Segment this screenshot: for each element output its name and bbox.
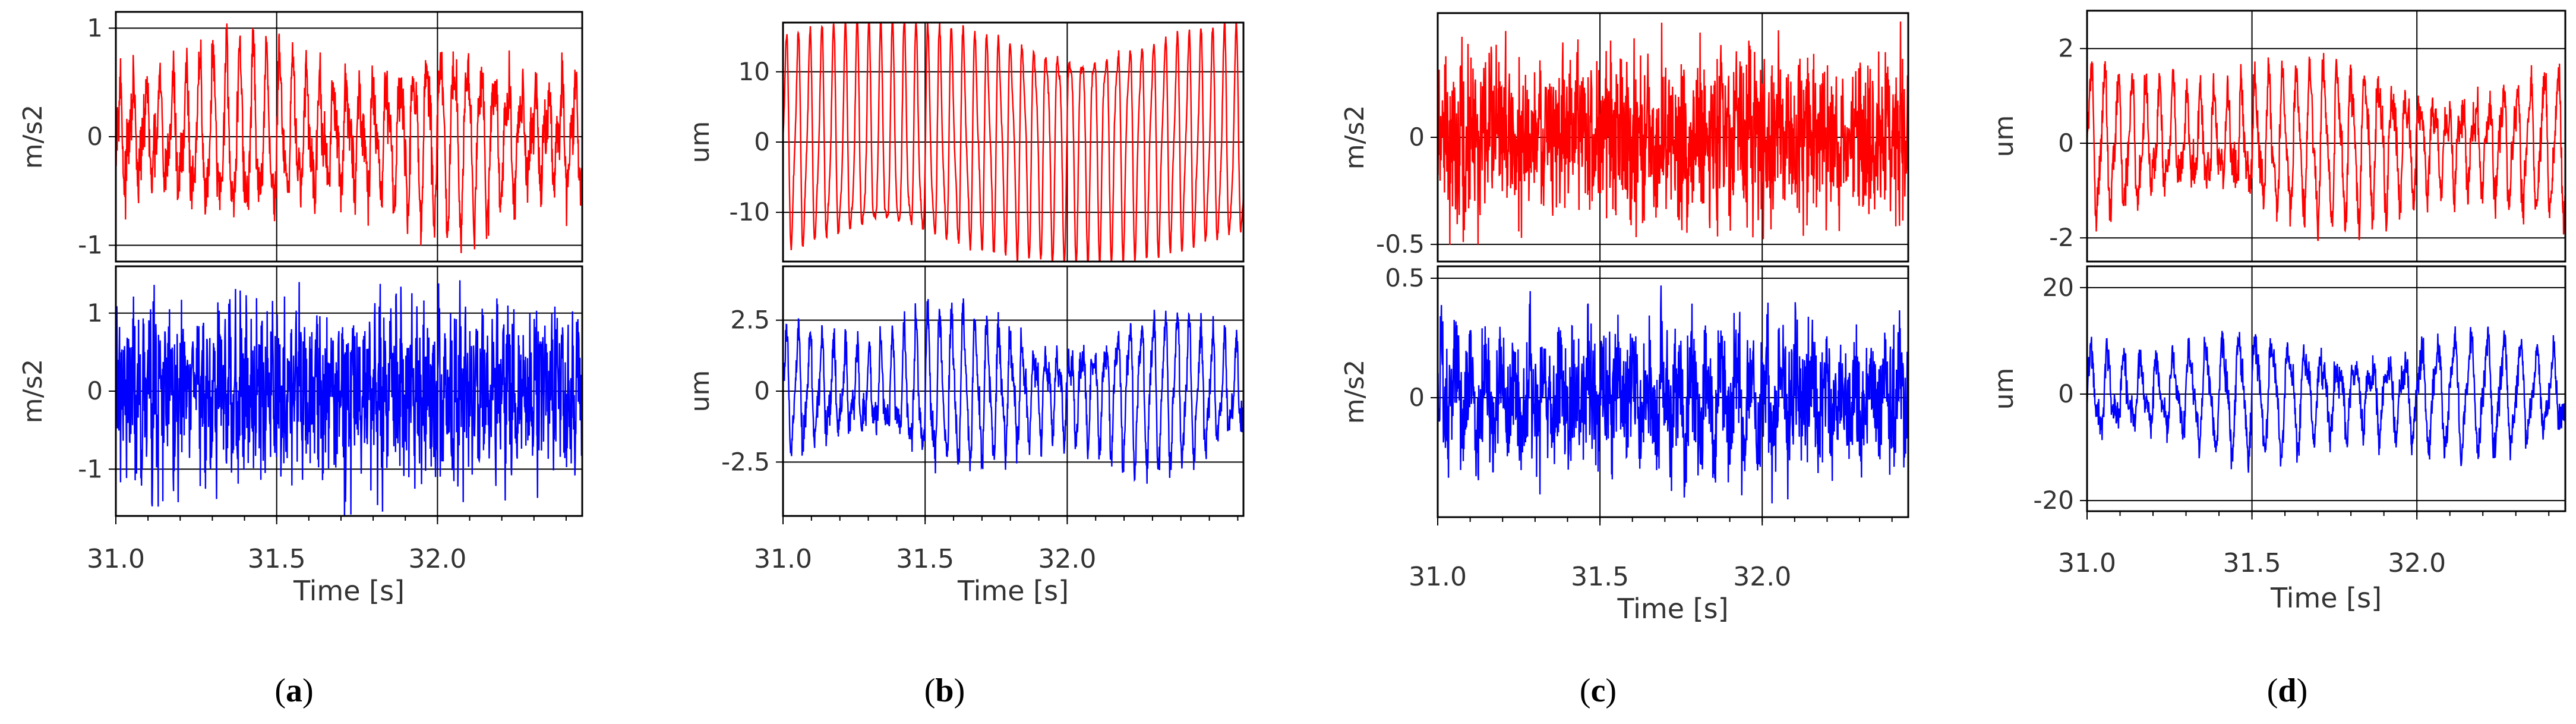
panel-label-close: )	[1605, 672, 1617, 709]
y-axis-label: um	[685, 121, 715, 163]
x-tick-label: 31.5	[2223, 548, 2281, 578]
x-tick-label: 31.5	[1571, 562, 1629, 592]
y-axis-label: m/s2	[1340, 360, 1370, 424]
x-tick-label: 32.0	[408, 544, 466, 574]
y-tick-label: -0.5	[1376, 229, 1425, 259]
y-axis-label: m/s2	[1340, 105, 1370, 170]
series-line-top	[1438, 21, 1908, 245]
series-line-bottom	[1438, 285, 1908, 503]
plot-frame	[782, 265, 1245, 517]
panel-label-close: )	[302, 672, 314, 709]
subplot-bottom: 1 0 -1 m/s2	[18, 265, 583, 517]
x-tick-label: 31.0	[87, 544, 145, 574]
x-axis-label: Time [s]	[2270, 582, 2382, 614]
plot-frame	[115, 265, 583, 517]
subplot-top: 10 0 -10 um	[685, 21, 1245, 263]
subplot-bottom: 0.5 0 m/s2	[1340, 263, 1909, 518]
x-tick-label: 31.5	[896, 544, 954, 574]
panel-label-letter: d	[2278, 672, 2296, 709]
y-tick-label: 0	[87, 122, 103, 151]
x-tick-label: 32.0	[1038, 544, 1096, 574]
subplot-bottom: 2.5 0 -2.5 um	[685, 265, 1245, 517]
series-line-top	[2087, 53, 2565, 241]
y-axis-label: m/s2	[18, 359, 48, 424]
y-tick-label: 0.5	[1385, 263, 1425, 292]
y-tick-label: 0	[1409, 383, 1425, 412]
svg-text:(c): (c)	[1580, 672, 1617, 709]
x-axis-label: Time [s]	[293, 575, 405, 607]
x-tick-label: 32.0	[2388, 548, 2446, 578]
y-tick-label: 2	[2058, 34, 2074, 63]
x-tick-label: 32.0	[1733, 562, 1791, 592]
y-tick-label: 1	[87, 298, 103, 328]
y-tick-label: 0	[2058, 128, 2074, 158]
y-axis-label: um	[685, 370, 715, 413]
plot-frame	[782, 21, 1245, 263]
plot-frame	[1437, 12, 1909, 263]
panel-label-open: (	[1580, 672, 1591, 709]
series-line-top	[116, 23, 582, 253]
panel-label-open: (	[274, 672, 286, 709]
y-tick-label: 0	[754, 376, 770, 405]
x-axis-label: Time [s]	[957, 575, 1069, 607]
x-axis-label: Time [s]	[1617, 593, 1728, 625]
y-axis-label: um	[1989, 115, 2019, 158]
subplot-top: 0 -0.5 m/s2	[1340, 12, 1909, 263]
plot-frame	[1437, 265, 1909, 518]
subplot-top: 1 0 -1 m/s2	[18, 11, 583, 263]
panel-label-open: (	[2267, 672, 2278, 709]
series-line-bottom	[783, 298, 1243, 484]
svg-text:(b): (b)	[924, 672, 965, 709]
subplot-bottom: 20 0 -20 um	[1989, 265, 2566, 515]
plot-frame	[115, 11, 583, 263]
y-tick-label: 2.5	[730, 306, 770, 335]
y-tick-label: -20	[2033, 486, 2074, 515]
x-tick-label: 31.0	[754, 544, 812, 574]
y-tick-label: 1	[87, 13, 103, 42]
y-axis-label: um	[1989, 368, 2019, 410]
panel-label-letter: b	[935, 672, 954, 709]
y-tick-label: -1	[78, 454, 103, 483]
panel-label-c: (c)	[1580, 672, 1617, 709]
x-tick-label: 31.5	[248, 544, 306, 574]
y-tick-label: 10	[738, 57, 770, 86]
svg-text:(a): (a)	[274, 672, 313, 709]
y-axis-label: m/s2	[18, 105, 48, 169]
y-tick-label: 20	[2043, 273, 2074, 302]
panel-label-d: (d)	[2267, 672, 2307, 709]
subplot-top: 2 0 -2 um	[1989, 10, 2566, 263]
panel-label-letter: c	[1591, 672, 1606, 709]
panel-label-close: )	[954, 672, 965, 709]
x-tick-label: 31.0	[2058, 548, 2116, 578]
series-line-top	[783, 23, 1243, 262]
series-line-bottom	[116, 280, 582, 516]
panel-label-b: (b)	[924, 672, 965, 709]
y-tick-label: 0	[754, 127, 770, 156]
svg-text:(d): (d)	[2267, 672, 2307, 709]
plot-frame	[2086, 10, 2566, 263]
y-tick-label: 0	[1409, 122, 1425, 152]
y-tick-label: 0	[87, 376, 103, 405]
y-tick-label: 0	[2058, 379, 2074, 408]
plot-frame	[2086, 265, 2566, 512]
panel-label-a: (a)	[274, 672, 313, 709]
y-tick-label: -10	[729, 197, 770, 226]
panel-label-letter: a	[286, 672, 302, 709]
panel-label-close: )	[2297, 672, 2308, 709]
y-tick-label: -2.5	[721, 447, 770, 476]
y-tick-label: -1	[78, 231, 103, 260]
x-tick-label: 31.0	[1409, 562, 1467, 592]
series-line-bottom	[2087, 326, 2565, 473]
y-tick-label: -2	[2049, 223, 2074, 252]
panel-label-open: (	[924, 672, 936, 709]
